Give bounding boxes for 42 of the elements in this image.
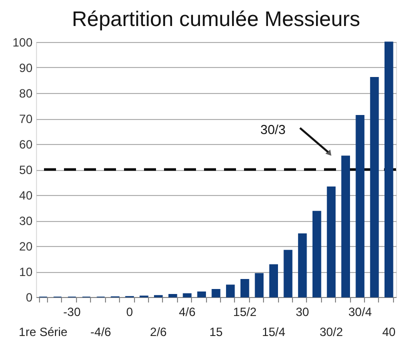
x-tick-label: -4/6 [90,325,112,339]
y-tick-label: 20 [19,240,33,254]
y-tick-label: 10 [19,265,33,279]
x-tick-label: 30 [296,305,310,319]
x-tick-label: 1re Série [18,325,68,339]
x-tick-label: 15/2 [233,305,257,319]
x-tick-label: 2/6 [150,325,168,339]
bar [298,233,307,298]
bar [226,284,235,298]
bar [370,77,379,298]
bar [326,186,336,298]
x-tick-label: -30 [63,305,81,319]
bar [384,42,394,298]
y-tick-label: 60 [19,138,33,152]
y-tick-label: 100 [12,36,33,50]
bar [182,293,192,298]
bar [284,250,292,298]
x-tick-label: 4/6 [178,305,196,319]
y-tick-label: 90 [19,61,33,75]
bar [168,294,178,298]
y-tick-label: 30 [19,214,33,228]
x-tick-label: 30/4 [348,305,372,319]
bar [312,210,322,298]
bar [197,292,206,298]
y-tick-label: 0 [26,290,33,304]
x-tick-label: 15 [209,325,223,339]
x-tick-label: 15/4 [262,325,286,339]
annotation: 30/3 [260,122,286,137]
bar [356,115,364,298]
bar [269,264,278,298]
bar [240,279,250,298]
y-tick-label: 70 [19,112,33,126]
x-tick-label: 0 [126,305,134,319]
x-tick-label: 30/2 [320,325,344,339]
chart-title: Répartition cumulée Messieurs [72,8,360,31]
y-tick-label: 50 [19,163,33,177]
y-tick-label: 40 [19,188,33,202]
x-tick-label: 40 [382,325,396,339]
bar [212,288,220,298]
bar [341,156,350,298]
bar [254,273,264,298]
y-tick-label: 80 [19,86,33,100]
